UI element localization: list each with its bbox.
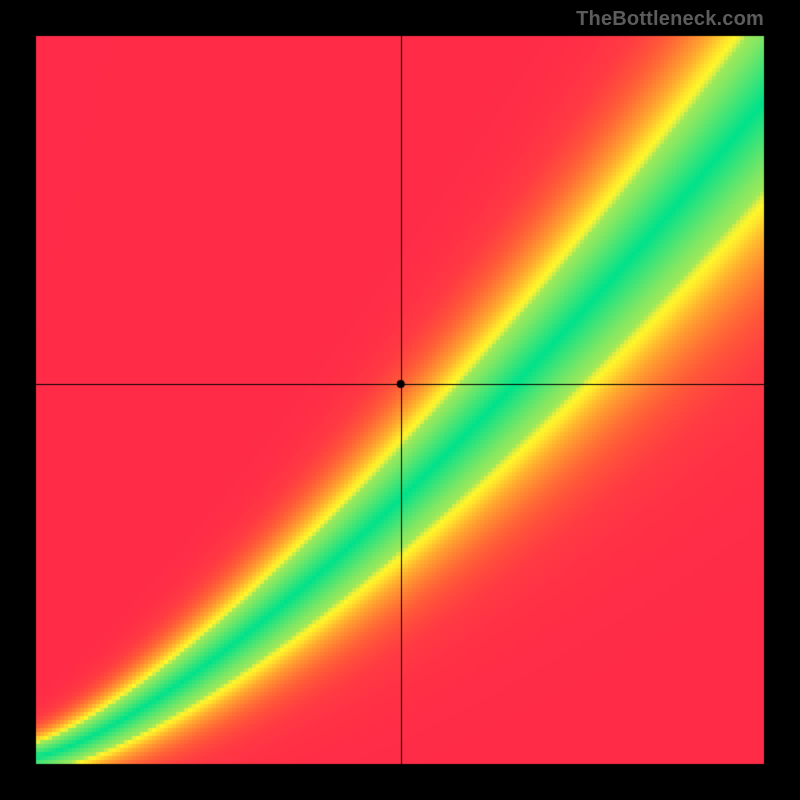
bottleneck-heatmap [0,0,800,800]
watermark-label: TheBottleneck.com [576,8,764,31]
chart-frame: TheBottleneck.com [0,0,800,800]
